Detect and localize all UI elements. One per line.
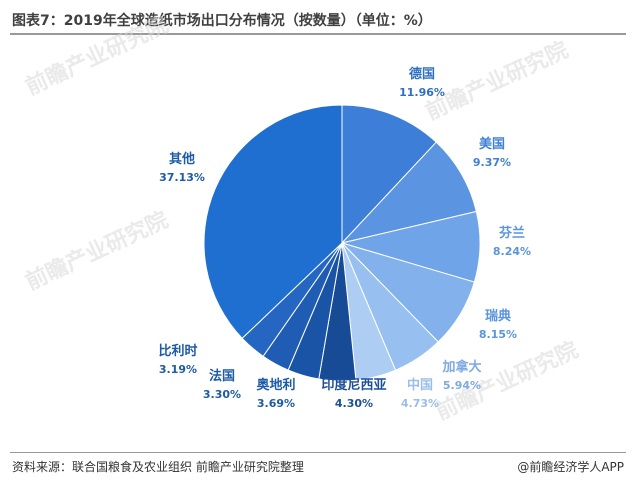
slice-value-label: 8.15% — [479, 328, 517, 341]
slice-value-label: 37.13% — [159, 171, 205, 184]
slice-name-label: 比利时 — [158, 343, 197, 359]
slice-value-label: 5.94% — [443, 379, 481, 392]
slice-value-label: 4.73% — [401, 397, 439, 410]
footer-brand: @前瞻经济学人APP — [517, 460, 624, 474]
slice-name-label: 芬兰 — [498, 225, 525, 241]
pie-slice — [203, 104, 343, 339]
slice-name-label: 加拿大 — [441, 359, 481, 375]
slice-value-label: 9.37% — [473, 156, 511, 169]
slice-name-label: 其他 — [169, 151, 195, 167]
slice-value-label: 4.30% — [335, 397, 373, 410]
slice-name-label: 印度尼西亚 — [321, 377, 386, 393]
slice-name-label: 中国 — [407, 377, 433, 393]
slice-value-label: 8.24% — [493, 245, 531, 258]
slice-name-label: 德国 — [409, 66, 435, 82]
slice-name-label: 瑞典 — [485, 308, 511, 324]
watermark-text: 前瞻产业研究院 — [422, 37, 573, 126]
slice-value-label: 3.30% — [203, 388, 241, 401]
pie-slices — [203, 104, 481, 382]
footer-divider — [10, 452, 626, 453]
slice-name-label: 美国 — [479, 136, 505, 152]
pie-slice — [340, 141, 477, 244]
pie-slice — [341, 104, 437, 245]
slice-value-label: 3.19% — [159, 363, 197, 376]
footer-source: 资料来源：联合国粮食及农业组织 前瞻产业研究院整理 — [12, 460, 304, 474]
title-divider — [10, 33, 626, 35]
watermark-text: 前瞻产业研究院 — [22, 207, 173, 296]
chart-title: 图表7：2019年全球造纸市场出口分布情况（按数量）（单位：%） — [12, 13, 432, 29]
slice-value-label: 11.96% — [399, 86, 445, 99]
slice-name-label: 奥地利 — [256, 377, 295, 393]
slice-value-label: 3.69% — [257, 397, 295, 410]
slice-name-label: 法国 — [209, 368, 235, 384]
pie-labels: 德国 11.96% 美国 9.37% 芬兰 8.24% 瑞典 8.15% 加拿大 5.94% 中国 4… — [158, 66, 531, 410]
watermark-text: 前瞻产业研究院 — [22, 12, 173, 101]
